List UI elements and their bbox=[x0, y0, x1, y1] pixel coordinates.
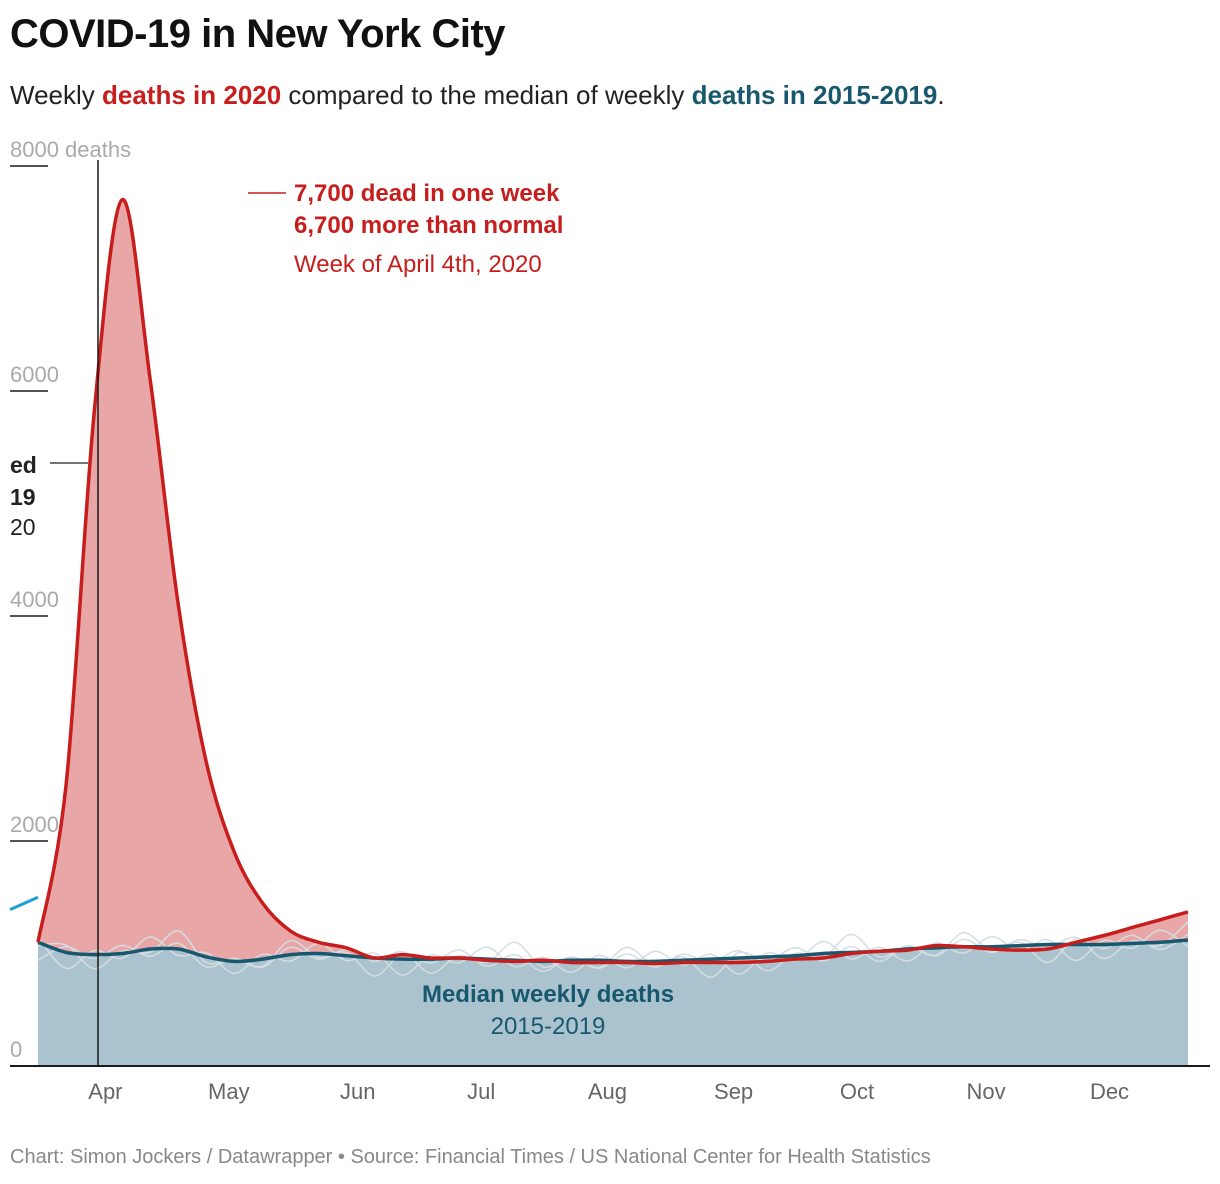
subtitle-text-3: . bbox=[937, 80, 945, 110]
median-area bbox=[38, 940, 1188, 1066]
chart-footer: Chart: Simon Jockers / Datawrapper • Sou… bbox=[10, 1146, 931, 1169]
x-tick-label: Sep bbox=[714, 1079, 753, 1104]
early-2020-line bbox=[9, 895, 39, 911]
chart-area: 0 2000 4000 6000 8000 deaths Apr May Jun Jul Aug… bbox=[9, 137, 1210, 1104]
x-tick-label: Jul bbox=[467, 1079, 495, 1104]
x-tick-label: Nov bbox=[967, 1079, 1006, 1104]
subtitle-deaths-median: deaths in 2015-2019 bbox=[691, 80, 938, 110]
y-tick-label: 6000 bbox=[10, 362, 59, 387]
y-tick-label: 8000 deaths bbox=[10, 137, 131, 162]
cutoff-annotation-line3: 20 bbox=[10, 514, 36, 540]
footer-credit: Chart: Simon Jockers / Datawrapper bbox=[10, 1146, 333, 1168]
footer-separator: • bbox=[332, 1146, 351, 1168]
cutoff-annotation: ed 19 20 bbox=[10, 452, 88, 540]
x-tick-label: Apr bbox=[88, 1079, 122, 1104]
median-annotation-line2: 2015-2019 bbox=[491, 1013, 606, 1040]
y-tick-label: 4000 bbox=[10, 587, 59, 612]
chart-title: COVID-19 in New York City bbox=[10, 12, 506, 56]
median-annotation: Median weekly deaths 2015-2019 bbox=[422, 981, 674, 1040]
x-tick-label: Aug bbox=[588, 1079, 627, 1104]
peak-annotation-line2: 6,700 more than normal bbox=[294, 212, 563, 239]
cutoff-annotation-line1: ed bbox=[10, 452, 37, 478]
subtitle-text-1: Weekly bbox=[10, 80, 102, 110]
subtitle-text-2: compared to the median of weekly bbox=[281, 80, 692, 110]
chart-subtitle: Weekly deaths in 2020 compared to the me… bbox=[10, 80, 945, 111]
peak-annotation-line3: Week of April 4th, 2020 bbox=[294, 251, 542, 278]
y-axis-ticks: 0 2000 4000 6000 8000 deaths bbox=[10, 137, 131, 1062]
x-tick-label: Jun bbox=[340, 1079, 375, 1104]
deaths-2020-line bbox=[36, 198, 1189, 966]
cutoff-annotation-line2: 19 bbox=[10, 484, 36, 510]
peak-annotation-line1: 7,700 dead in one week bbox=[294, 180, 560, 207]
peak-annotation: 7,700 dead in one week 6,700 more than n… bbox=[248, 180, 563, 278]
median-annotation-line1: Median weekly deaths bbox=[422, 981, 674, 1008]
y-tick-label: 0 bbox=[10, 1037, 22, 1062]
x-tick-label: Dec bbox=[1090, 1079, 1129, 1104]
y-tick-label: 2000 bbox=[10, 812, 59, 837]
footer-source: Source: Financial Times / US National Ce… bbox=[350, 1146, 931, 1168]
excess-deaths-area bbox=[38, 199, 1188, 964]
axes bbox=[10, 160, 1210, 1067]
subtitle-deaths-2020: deaths in 2020 bbox=[102, 80, 282, 110]
x-axis-ticks: Apr May Jun Jul Aug Sep Oct Nov Dec bbox=[88, 1079, 1129, 1104]
x-tick-label: Oct bbox=[840, 1079, 874, 1104]
x-tick-label: May bbox=[208, 1079, 250, 1104]
